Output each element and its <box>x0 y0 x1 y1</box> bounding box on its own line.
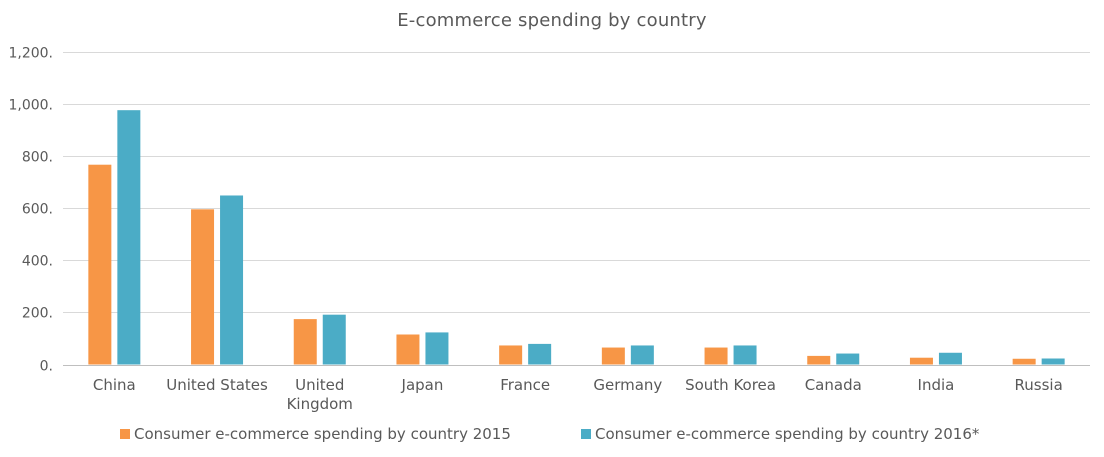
bar-2015 <box>1012 358 1036 365</box>
bar-2016 <box>630 345 654 365</box>
bar-2016 <box>938 352 962 365</box>
bar-2015 <box>396 334 420 365</box>
plot-area: 0. 200. 400. 600. 800. 1,000. 1,200. China Unite… <box>8 46 1090 413</box>
bar-2015 <box>499 345 523 365</box>
x-tick-label: Germany <box>593 376 662 394</box>
y-tick-label: 800. <box>22 150 53 166</box>
y-tick-label: 400. <box>22 254 53 270</box>
bar-2016 <box>322 314 346 365</box>
x-tick-label: United States <box>166 376 268 394</box>
legend-label-2016: Consumer e-commerce spending by country … <box>595 425 980 443</box>
bar-2015 <box>909 357 933 365</box>
legend-swatch-2015 <box>120 429 130 439</box>
y-tick-label: 200. <box>22 306 53 322</box>
x-tick-label: India <box>918 376 955 394</box>
chart-title: E-commerce spending by country <box>397 10 707 31</box>
bar-2016 <box>733 345 757 365</box>
legend: Consumer e-commerce spending by country … <box>0 425 1104 449</box>
bar-2016 <box>220 195 244 365</box>
bar-2015 <box>704 347 728 365</box>
x-tick-label: Canada <box>805 376 862 394</box>
legend-swatch-2016 <box>581 429 591 439</box>
bar-2016 <box>117 110 141 365</box>
bar-2015 <box>293 319 317 365</box>
bar-2015 <box>88 164 112 365</box>
x-tick-label: Russia <box>1015 376 1063 394</box>
y-tick-label: 1,200. <box>8 46 53 62</box>
x-tick-label: France <box>500 376 550 394</box>
y-tick-label: 0. <box>40 359 53 375</box>
bar-2015 <box>807 355 831 365</box>
x-tick-label: United Kingdom <box>287 376 353 413</box>
y-tick-label: 1,000. <box>8 98 53 114</box>
legend-label-2015: Consumer e-commerce spending by country … <box>134 425 511 443</box>
legend-item-2015: Consumer e-commerce spending by country … <box>120 425 511 443</box>
y-tick-label: 600. <box>22 202 53 218</box>
bar-2015 <box>191 209 215 365</box>
bar-2016 <box>425 332 449 365</box>
x-tick-label: Japan <box>401 376 444 394</box>
legend-item-2016: Consumer e-commerce spending by country … <box>581 425 979 443</box>
bar-2016 <box>1041 358 1065 365</box>
x-tick-label: South Korea <box>685 376 776 394</box>
bar-2016 <box>528 343 552 365</box>
bar-2015 <box>601 347 625 365</box>
x-tick-label: China <box>93 376 136 394</box>
bar-2016 <box>836 353 860 365</box>
